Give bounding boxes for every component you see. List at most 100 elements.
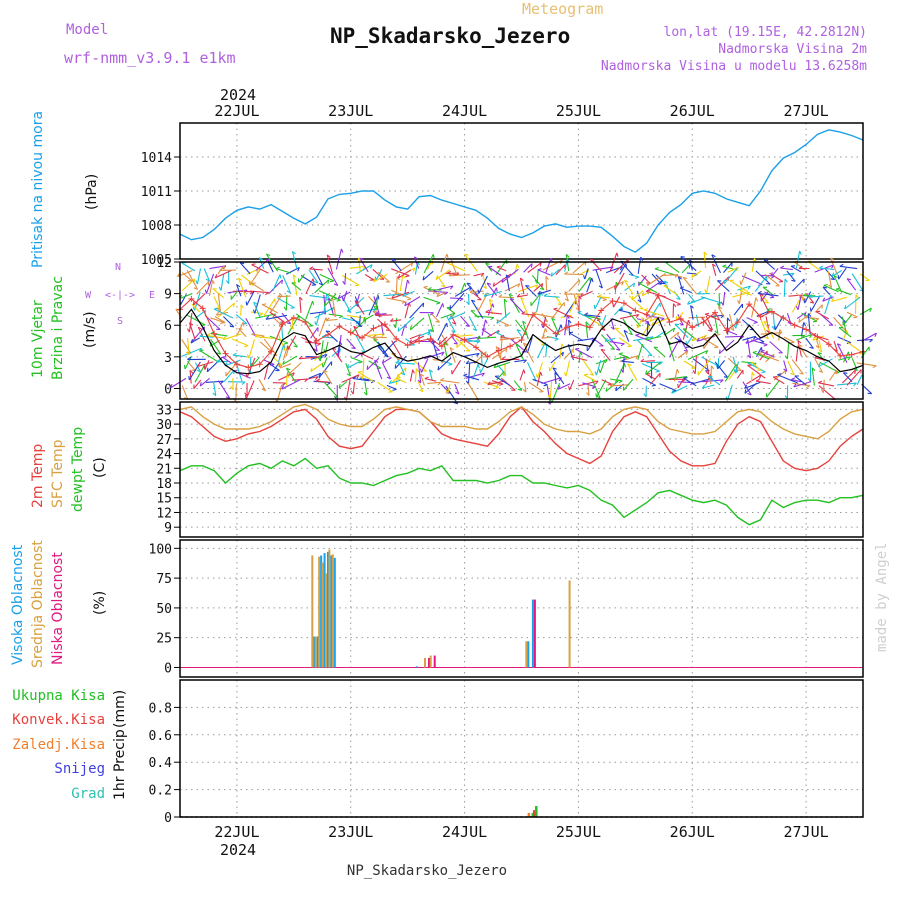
wind-barb — [368, 333, 385, 336]
wind-barb — [642, 289, 652, 297]
wind-barb — [746, 317, 758, 323]
wind-barb-head — [600, 348, 606, 351]
wind-barb — [170, 377, 187, 389]
wind-barb — [269, 335, 289, 344]
wind-barb — [537, 289, 551, 295]
wind-barbs — [169, 248, 878, 405]
pressure-ytick-label: 1014 — [141, 151, 172, 166]
wind-barb-head — [830, 278, 835, 281]
wind-barb — [217, 380, 231, 399]
wind-barb — [494, 375, 510, 386]
wind-gust-marker — [814, 333, 821, 340]
wind-barb — [831, 296, 848, 303]
wind-barb — [483, 290, 503, 297]
wind-barb — [423, 286, 439, 295]
wind-barb-head — [501, 278, 504, 283]
wind-barb-head — [874, 332, 878, 337]
wind-barb-head — [544, 328, 548, 333]
wind-barb — [181, 339, 192, 354]
wind-barb-head — [286, 345, 289, 350]
wind-barb-head — [420, 368, 422, 373]
wind-barb — [859, 273, 870, 281]
wind-barb — [445, 385, 459, 405]
wind-barb-head — [753, 321, 758, 324]
cloud-bar-mid — [328, 549, 331, 668]
wind-barb — [692, 334, 707, 342]
wind-barb-head — [610, 326, 615, 330]
wind-barb — [833, 275, 843, 293]
wind-barb — [519, 277, 525, 295]
wind-barb — [315, 313, 321, 326]
wind-barb-head — [292, 250, 296, 255]
wind-barb — [250, 311, 264, 315]
wind-barb — [250, 356, 260, 368]
wind-barb — [777, 374, 799, 384]
wind-barb-head — [552, 367, 557, 370]
wind-barb — [838, 267, 847, 280]
wind-barb-head — [803, 278, 805, 283]
cloud-bar-low — [433, 655, 436, 668]
lonlat-label: lon,lat (19.15E, 42.2812N) — [664, 25, 868, 40]
wind-barb-head — [605, 387, 608, 392]
wind-barb — [565, 360, 571, 377]
wind-barb-head — [485, 262, 490, 265]
wind-barb — [319, 273, 335, 282]
wind-barb-head — [585, 392, 590, 396]
wind-barb-head — [445, 390, 449, 395]
wind-barb-head — [216, 352, 221, 355]
wind-barb-head — [599, 322, 603, 327]
wind-barb-head — [395, 360, 400, 364]
wind-barb — [389, 379, 402, 385]
wind-barb — [536, 362, 543, 378]
wind-barb — [600, 314, 607, 327]
wind-barb-head — [397, 327, 400, 332]
wind-barb-head — [437, 381, 442, 386]
wind-barb — [418, 331, 431, 337]
wind-barb — [496, 319, 510, 326]
wind-barb-head — [545, 276, 549, 280]
wind-barb — [733, 303, 743, 316]
cloud-bar-low — [428, 657, 431, 668]
wind-barb-head — [716, 303, 721, 307]
wind-barb-head — [554, 338, 559, 342]
wind-barb — [541, 336, 552, 339]
wind-barb-head — [240, 304, 244, 309]
wind-barb-head — [277, 293, 282, 298]
wind-barb-head — [539, 262, 542, 267]
wind-barb-head — [480, 273, 485, 277]
temperature-ytick-label: 30 — [156, 418, 172, 433]
wind-barb — [439, 336, 448, 345]
cloud-bar-high — [323, 553, 326, 668]
wind-barb-head — [541, 335, 545, 339]
wind-barb-head — [690, 305, 694, 309]
precipitation-ytick-label: 0.8 — [149, 701, 172, 716]
wind-barb — [395, 276, 398, 295]
wind-barb — [373, 273, 388, 283]
wind-barb — [856, 374, 863, 385]
wind-barb — [428, 369, 433, 381]
wind-barb-head — [244, 392, 248, 397]
wind-barb — [643, 309, 665, 317]
wind-barb — [390, 319, 402, 322]
cloud-bar-high — [531, 599, 534, 668]
wind-barb — [704, 313, 720, 321]
wind-barb-head — [220, 380, 224, 385]
wind-barb-head — [476, 340, 481, 344]
wind-barb-head — [763, 320, 769, 324]
temperature-ytick-label: 15 — [156, 492, 172, 507]
wind-barb — [851, 358, 858, 371]
wind-barb — [277, 344, 285, 363]
wind-barb-head — [621, 358, 626, 362]
wind-barb — [483, 381, 499, 388]
x-day-label-top: 24JUL — [442, 102, 487, 120]
wind-barb — [839, 265, 858, 270]
wind-barb — [831, 269, 843, 277]
wind-barb-head — [281, 279, 283, 284]
wind-barb — [232, 354, 246, 358]
wind-barb-head — [704, 289, 707, 294]
wind-barb-head — [615, 386, 618, 391]
wind-barb — [682, 328, 697, 340]
wind-barb-head — [516, 329, 521, 332]
wind-barb-head — [557, 303, 562, 306]
x-day-label-top: 22JUL — [214, 102, 259, 120]
